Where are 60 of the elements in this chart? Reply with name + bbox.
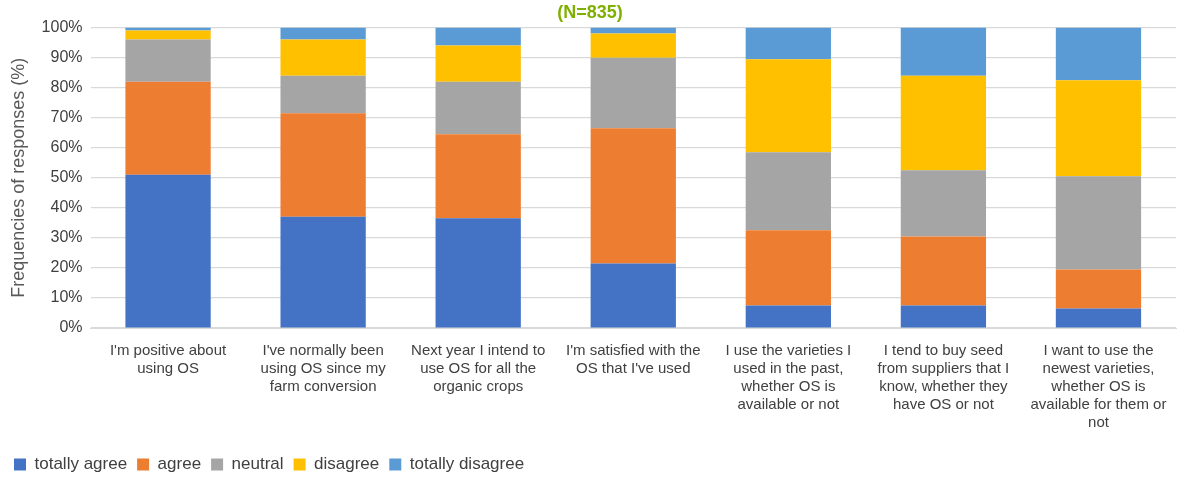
bar bbox=[1055, 269, 1142, 309]
bar bbox=[280, 39, 366, 76]
bar bbox=[435, 81, 521, 135]
y-tick-label: 90% bbox=[50, 48, 83, 66]
y-tick-label: 40% bbox=[50, 198, 83, 216]
bar bbox=[125, 174, 211, 328]
y-tick-label: 30% bbox=[50, 228, 83, 246]
y-axis-title: Frequencies of responses (%) bbox=[7, 57, 28, 298]
bar bbox=[900, 305, 987, 328]
bar bbox=[590, 27, 676, 34]
y-tick-label: 60% bbox=[50, 138, 83, 156]
y-tick-label: 20% bbox=[50, 258, 83, 276]
bar bbox=[900, 170, 987, 237]
x-tick-label: Next year I intend to use OS for all the organic crops bbox=[411, 341, 546, 395]
y-tick-label: 10% bbox=[50, 288, 83, 306]
bar bbox=[280, 75, 366, 114]
x-tick-label: I've normally been using OS since my farm conversion bbox=[260, 341, 387, 395]
bar bbox=[1055, 308, 1142, 328]
legend-label: totally agree bbox=[34, 454, 128, 474]
bar bbox=[435, 218, 521, 328]
x-tick-label: I'm positive about using OS bbox=[109, 341, 228, 377]
bar bbox=[435, 134, 521, 219]
y-tick-label: 50% bbox=[50, 168, 83, 186]
bar bbox=[745, 152, 831, 231]
x-tick-label: I use the varieties I used in the past, whether OS is available or not bbox=[725, 341, 852, 413]
bar bbox=[280, 27, 366, 40]
bar bbox=[125, 81, 211, 175]
bar bbox=[280, 216, 366, 328]
bar bbox=[745, 305, 831, 328]
bar bbox=[1055, 27, 1142, 81]
bar bbox=[435, 45, 521, 82]
bar bbox=[125, 27, 211, 31]
bar bbox=[745, 59, 831, 153]
bar bbox=[745, 230, 831, 306]
y-tick-label: 0% bbox=[59, 318, 83, 336]
y-tick-label: 70% bbox=[50, 108, 83, 126]
legend-label: disagree bbox=[314, 454, 380, 474]
y-tick-label: 100% bbox=[41, 18, 83, 36]
bar bbox=[280, 113, 366, 217]
bar bbox=[590, 33, 676, 58]
y-tick-label: 80% bbox=[50, 78, 83, 96]
bar bbox=[125, 39, 211, 82]
bar bbox=[590, 128, 676, 264]
bar bbox=[590, 263, 676, 328]
bar bbox=[1055, 176, 1142, 270]
chart-title: (N=835) bbox=[557, 1, 623, 22]
legend-label: totally disagree bbox=[409, 454, 525, 474]
bar bbox=[125, 30, 211, 40]
x-tick-label: I want to use the newest varieties, whether OS is available for them or not bbox=[1030, 341, 1167, 431]
legend-label: agree bbox=[157, 454, 202, 474]
x-tick-label: I'm satisfied with the OS that I've used bbox=[565, 341, 701, 377]
x-tick-label: I tend to buy seed from suppliers that I know, whether they have OS or not bbox=[877, 341, 1010, 413]
bar bbox=[1055, 80, 1142, 177]
legend-label: neutral bbox=[231, 454, 284, 474]
bar bbox=[435, 27, 521, 46]
bar bbox=[900, 75, 987, 171]
bar bbox=[900, 27, 987, 76]
bar bbox=[900, 236, 987, 306]
bar bbox=[590, 57, 676, 129]
bar bbox=[745, 27, 831, 60]
